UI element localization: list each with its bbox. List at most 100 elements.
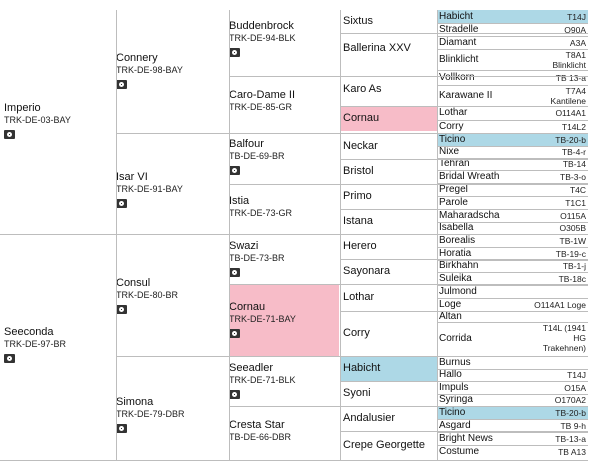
gen3-cell-2[interactable]: Caro-Dame II TRK-DE-85-GR (229, 89, 339, 129)
horse-name[interactable]: Neckar (343, 140, 378, 152)
gen5-row[interactable]: Burnus (438, 356, 588, 369)
gen5-row[interactable]: Maharadscha O115A (438, 209, 588, 222)
horse-name[interactable]: Ticino (439, 134, 466, 145)
gen5-row[interactable]: Ticino TB-20-b (438, 406, 588, 419)
horse-name[interactable]: Maharadscha (439, 210, 500, 221)
gen4-cell[interactable]: Karo As (341, 76, 437, 103)
horse-name[interactable]: Tehran (439, 158, 470, 169)
gen2-sire-dam[interactable]: Isar VI TRK-DE-91-BAY (116, 171, 226, 211)
gen5-row[interactable]: Ticino TB-20-b (438, 133, 588, 146)
gen2-dam-dam[interactable]: Simona TRK-DE-79-DBR (116, 396, 226, 436)
gen3-cell-6-highlighted[interactable]: Cornau TRK-DE-71-BAY (229, 285, 339, 356)
gen4-cell[interactable]: Lothar (341, 284, 437, 311)
camera-icon[interactable] (229, 268, 240, 277)
gen5-row[interactable]: Julmond (438, 285, 588, 298)
gen5-row[interactable]: Karawane II T7A4 Kantilene (438, 85, 588, 106)
gen5-row[interactable]: Isabella O305B (438, 222, 588, 234)
horse-name[interactable]: Habicht (439, 11, 473, 22)
camera-icon[interactable] (116, 424, 127, 433)
horse-name[interactable]: Bristol (343, 165, 374, 177)
gen3-cell-8[interactable]: Cresta Star TB-DE-66-DBR (229, 419, 339, 459)
horse-name[interactable]: Corrida (439, 333, 472, 344)
horse-name[interactable]: Seeconda (4, 326, 54, 338)
gen2-sire-sire[interactable]: Connery TRK-DE-98-BAY (116, 52, 226, 92)
gen4-cell[interactable]: Crepe Georgette (341, 431, 437, 460)
gen4-cell[interactable]: Herero (341, 234, 437, 259)
horse-name[interactable]: Caro-Dame II (229, 89, 296, 101)
gen5-row[interactable]: Bridal Wreath TB-3-o (438, 170, 588, 183)
gen5-row[interactable]: Lothar O114A1 (438, 106, 588, 120)
horse-name[interactable]: Borealis (439, 235, 476, 246)
horse-name[interactable]: Asgard (439, 420, 471, 431)
gen5-row[interactable]: Bright News TB-13-a (438, 432, 588, 445)
horse-name[interactable]: Birkhahn (439, 260, 479, 271)
camera-icon[interactable] (229, 329, 240, 338)
gen4-cell[interactable]: Corry (341, 311, 437, 356)
gen3-cell-5[interactable]: Swazi TB-DE-73-BR (229, 240, 339, 280)
horse-name[interactable]: Diamant (439, 37, 477, 48)
horse-name[interactable]: Cresta Star (229, 419, 285, 431)
gen4-cell[interactable]: Istana (341, 209, 437, 234)
horse-name[interactable]: Nixe (439, 146, 460, 157)
horse-name[interactable]: Loge (439, 299, 462, 310)
gen5-row[interactable]: Parole T1C1 (438, 196, 588, 209)
gen5-row[interactable]: Vollkorn TB 13-a (438, 70, 588, 85)
gen5-row[interactable]: Blinklicht T8A1 Blinklicht (438, 49, 588, 70)
horse-name[interactable]: Andalusier (343, 412, 395, 424)
horse-name[interactable]: Connery (116, 52, 158, 64)
gen4-cell[interactable]: Cornau (341, 106, 437, 131)
horse-name[interactable]: Bright News (439, 433, 493, 444)
camera-icon[interactable] (229, 48, 240, 57)
gen5-row[interactable]: Corrida T14L (1941 HG Trakehnen) (438, 322, 588, 356)
horse-name[interactable]: Horatia (439, 248, 472, 259)
horse-name[interactable]: Stradelle (439, 24, 479, 35)
gen5-row[interactable]: Altan (438, 311, 588, 322)
camera-icon[interactable] (4, 354, 15, 363)
horse-name[interactable]: Ticino (439, 407, 466, 418)
gen5-row[interactable]: Stradelle O90A (438, 23, 588, 36)
gen1-sire[interactable]: Imperio TRK-DE-03-BAY (4, 102, 112, 142)
horse-name[interactable]: Sayonara (343, 265, 391, 277)
gen4-cell[interactable]: Syoni (341, 381, 437, 406)
horse-name[interactable]: Parole (439, 197, 468, 208)
horse-name[interactable]: Crepe Georgette (343, 439, 425, 451)
horse-name[interactable]: Sixtus (343, 15, 373, 27)
gen5-row[interactable]: Birkhahn TB-1-j (438, 260, 588, 272)
gen1-dam[interactable]: Seeconda TRK-DE-97-BR (4, 326, 112, 366)
camera-icon[interactable] (116, 199, 127, 208)
horse-name[interactable]: Seeadler (229, 362, 274, 374)
horse-name[interactable]: Lothar (439, 107, 468, 118)
horse-name[interactable]: Ballerina XXV (343, 42, 411, 54)
gen5-row[interactable]: Corry T14L2 (438, 120, 588, 133)
horse-name[interactable]: Burnus (439, 357, 471, 368)
horse-name[interactable]: Pregel (439, 184, 468, 195)
gen5-row[interactable]: Tehran TB-14 (438, 158, 588, 170)
horse-name[interactable]: Lothar (343, 291, 375, 303)
horse-name[interactable]: Syoni (343, 387, 371, 399)
horse-name[interactable]: Vollkorn (439, 72, 475, 83)
horse-name[interactable]: Costume (439, 446, 480, 457)
horse-name[interactable]: Herero (343, 240, 377, 252)
gen5-row[interactable]: Impuls O15A (438, 381, 588, 394)
horse-name[interactable]: Corry (343, 327, 370, 339)
horse-name[interactable]: Consul (116, 277, 151, 289)
gen4-cell[interactable]: Neckar (341, 134, 437, 159)
gen5-row[interactable]: Diamant A3A (438, 36, 588, 49)
horse-name[interactable]: Primo (343, 190, 372, 202)
gen3-cell-7[interactable]: Seeadler TRK-DE-71-BLK (229, 362, 339, 402)
horse-name[interactable]: Simona (116, 396, 154, 408)
horse-name[interactable]: Blinklicht (439, 54, 479, 65)
horse-name[interactable]: Suleika (439, 273, 472, 284)
gen5-row[interactable]: Asgard TB 9-h (438, 419, 588, 432)
horse-name[interactable]: Cornau (343, 112, 380, 124)
camera-icon[interactable] (116, 305, 127, 314)
gen5-row[interactable]: Borealis TB-1W (438, 234, 588, 247)
gen5-row[interactable]: Hallo T14J (438, 369, 588, 381)
gen4-cell[interactable]: Andalusier (341, 406, 437, 431)
horse-name[interactable]: Corry (439, 121, 464, 132)
gen4-cell[interactable]: Bristol (341, 159, 437, 184)
horse-name[interactable]: Syringa (439, 394, 473, 405)
horse-name[interactable]: Istia (229, 195, 250, 207)
gen3-cell-1[interactable]: Buddenbrock TRK-DE-94-BLK (229, 20, 339, 60)
horse-name[interactable]: Bridal Wreath (439, 171, 500, 182)
